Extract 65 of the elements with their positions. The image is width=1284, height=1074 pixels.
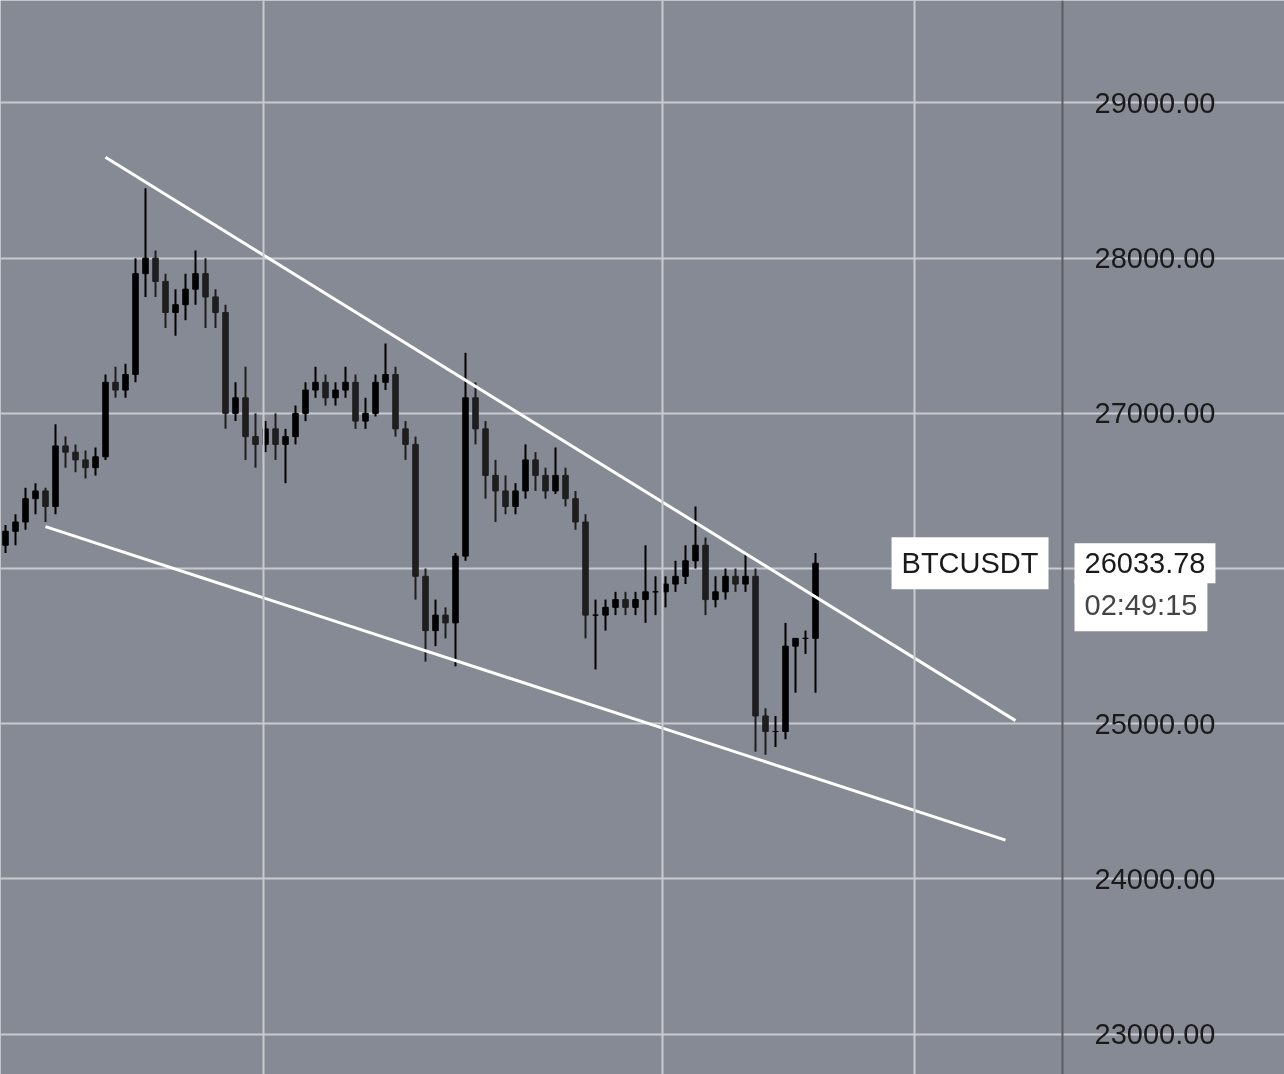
- candlestick: [92, 446, 99, 477]
- candlestick: [282, 427, 289, 485]
- candlestick: [742, 552, 749, 593]
- y-tick-label: 28000.00: [1094, 242, 1216, 275]
- candlestick: [502, 474, 509, 516]
- candlestick: [552, 446, 559, 496]
- candlestick: [672, 559, 679, 593]
- candlestick: [82, 449, 89, 480]
- candlestick: [122, 362, 129, 399]
- candlestick: [572, 489, 579, 531]
- candlestick: [202, 257, 209, 329]
- candlestick: [612, 590, 619, 617]
- candlestick: [542, 466, 549, 500]
- candlestick: [432, 598, 439, 648]
- candlestick: [32, 482, 39, 516]
- candlestick: [252, 412, 259, 469]
- candlestick: [382, 342, 389, 392]
- candlestick: [112, 365, 119, 399]
- candlestick: [62, 435, 69, 469]
- candlestick: [632, 590, 639, 617]
- candlestick: [322, 373, 329, 407]
- candlestick: [312, 365, 319, 399]
- candlestick: [512, 482, 519, 516]
- candlestick: [212, 288, 219, 329]
- candlestick: [712, 575, 719, 609]
- y-tick-label: 24000.00: [1094, 862, 1216, 895]
- text: 26033.78: [1084, 547, 1206, 580]
- candlestick: [362, 396, 369, 430]
- candlestick: [42, 486, 49, 523]
- candlestick: [442, 606, 449, 640]
- candlestick: [722, 567, 729, 601]
- candlestick: [762, 707, 769, 756]
- candlestick: [182, 272, 189, 322]
- candlestick: [232, 381, 239, 423]
- y-tick-label: 23000.00: [1094, 1018, 1216, 1051]
- candlestick: [292, 404, 299, 446]
- candlestick: [692, 505, 699, 570]
- candlestick: [642, 544, 649, 624]
- candlestick: [402, 420, 409, 461]
- candlestick: [152, 249, 159, 298]
- y-tick-label: 25000.00: [1094, 707, 1216, 740]
- candlestick: [732, 567, 739, 593]
- text: 02:49:15: [1084, 589, 1198, 622]
- candlestick: [682, 544, 689, 586]
- candlestick: [142, 187, 149, 298]
- candlestick: [562, 466, 569, 508]
- candlestick: [332, 381, 339, 407]
- candlestick: [792, 637, 799, 694]
- candlestick: [622, 590, 629, 617]
- candlestick: [22, 486, 29, 531]
- candlestick: [492, 458, 499, 523]
- y-tick-label: 29000.00: [1094, 86, 1216, 119]
- candlestick: [172, 288, 179, 337]
- annotation: BTCUSDT: [901, 547, 1039, 580]
- candlestick: [12, 513, 19, 547]
- candlestick: [532, 451, 539, 492]
- candlestick: [272, 412, 279, 461]
- candlestick: [72, 443, 79, 474]
- candlestick: [602, 598, 609, 632]
- candlestick: [592, 598, 599, 671]
- y-tick-label: 27000.00: [1094, 397, 1216, 430]
- candlestick: [2, 524, 9, 555]
- candlestick: [302, 381, 309, 423]
- candlestick: [192, 249, 199, 306]
- candlestick: [342, 365, 349, 399]
